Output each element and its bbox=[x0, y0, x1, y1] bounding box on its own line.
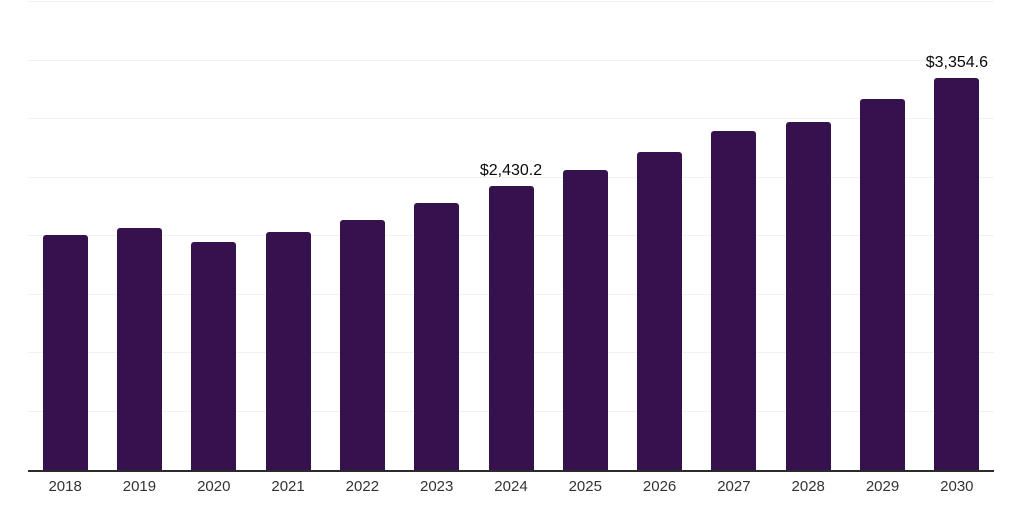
plot-area: $2,430.2 $3,354.6 bbox=[28, 1, 994, 472]
bar-2025 bbox=[562, 169, 608, 470]
bar-2019 bbox=[116, 228, 162, 470]
bar-2029 bbox=[860, 99, 906, 470]
x-axis-line bbox=[28, 470, 994, 472]
bar-2030 bbox=[934, 77, 980, 470]
x-tick-2018: 2018 bbox=[48, 478, 82, 495]
bar-2026 bbox=[637, 151, 683, 470]
x-axis-labels: 2018 2019 2020 2021 2022 2023 2024 2025 2026 2027… bbox=[28, 478, 994, 502]
gridline-3000 bbox=[28, 118, 994, 119]
x-tick-2023: 2023 bbox=[419, 478, 454, 495]
data-label-2030: $3,354.6 bbox=[925, 53, 988, 71]
x-tick-2027: 2027 bbox=[717, 478, 751, 495]
bar-2018 bbox=[42, 234, 88, 470]
bar-2020 bbox=[191, 241, 237, 470]
gridline-3500 bbox=[28, 59, 994, 61]
x-tick-2028: 2028 bbox=[791, 478, 825, 495]
bar-2021 bbox=[265, 231, 311, 470]
x-tick-2021: 2021 bbox=[271, 478, 305, 495]
x-tick-2029: 2029 bbox=[865, 478, 900, 495]
x-tick-2020: 2020 bbox=[197, 478, 231, 495]
gridline-4000 bbox=[28, 1, 994, 2]
gridline-2500 bbox=[28, 176, 994, 178]
bar-2024 bbox=[488, 185, 534, 470]
bar-2023 bbox=[414, 203, 460, 470]
data-label-2024: $2,430.2 bbox=[479, 161, 543, 179]
x-tick-2022: 2022 bbox=[345, 478, 380, 495]
x-tick-2019: 2019 bbox=[122, 478, 157, 495]
bar-2022 bbox=[339, 219, 385, 470]
x-tick-2024: 2024 bbox=[494, 478, 528, 495]
x-tick-2025: 2025 bbox=[568, 478, 602, 495]
x-tick-2030: 2030 bbox=[940, 478, 974, 495]
bar-2028 bbox=[785, 121, 831, 470]
x-tick-2026: 2026 bbox=[642, 478, 677, 495]
bar-2027 bbox=[711, 131, 757, 470]
